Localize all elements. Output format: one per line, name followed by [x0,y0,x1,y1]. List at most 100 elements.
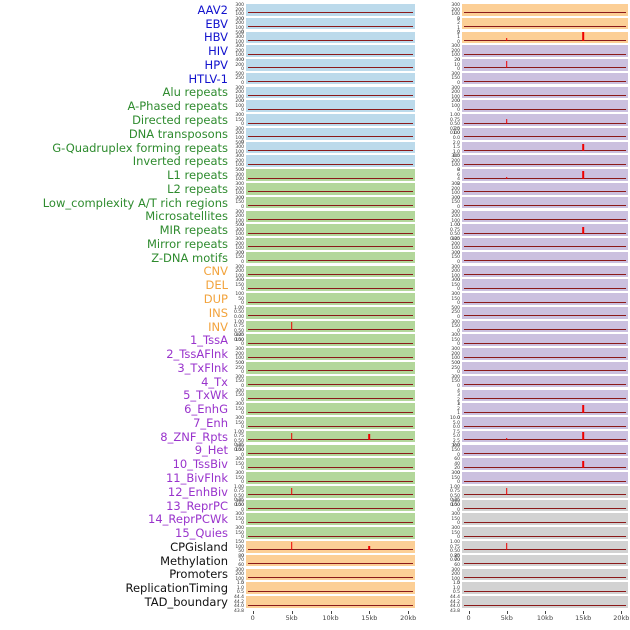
row-label-hiv: HIV [208,44,228,59]
y-axis-tick-label: 2.0 [452,126,460,132]
y-axis-tick-label: 200 [451,99,460,105]
track-right-alu-repeats: 300 200 100 0 [451,86,628,104]
y-axis-tick-label: 2.0 [452,140,460,146]
y-axis-tick-label: 100 [451,12,460,17]
signal-baseline [247,274,414,276]
y-axis-tick-label: 10.0 [449,416,460,422]
signal-peak-spike [582,170,584,179]
track-right-promoters: 300 200 100 0 [451,568,628,586]
signal-baseline [247,425,414,427]
y-axis-tick-label: 1.5 [452,581,460,587]
track-left-inv: 1.00 0.75 0.50 0.25 0.00 [234,320,415,342]
y-axis-tick-labels: 300 150 0 [235,279,244,292]
y-axis-tick-label: 300 [235,443,244,449]
y-axis-tick-label: 300 [235,567,244,573]
y-axis-tick-label: 100 [235,25,244,31]
y-axis-tick-label: 0.00 [449,502,460,508]
track-right-replicationtiming: 1.5 1.0 0.5 [453,582,628,595]
y-axis-tick-label: 3 [457,16,460,22]
row-label-l2-repeats: L2 repeats [167,181,228,196]
y-axis-tick-label: 100 [235,53,244,59]
signal-baseline [463,494,627,496]
y-axis-tick-labels: 500 300 100 [235,169,244,182]
row-label-6-enhg: 6_EnhG [184,402,228,417]
y-axis-tick-label: 500 [235,71,244,77]
y-axis-tick-label: 70 [454,558,460,564]
signal-baseline [463,466,627,468]
y-axis-tick-labels: 300 200 100 0 [235,3,244,21]
y-axis-tick-label: 0 [457,30,460,36]
y-axis-tick-label: 0.25 [449,236,460,242]
x-axis-tick-right [468,610,470,614]
signal-baseline [463,108,627,110]
signal-peak-spike [290,487,293,496]
y-axis-tick-label: 100 [451,356,460,362]
y-axis-tick-label: 200 [235,572,244,578]
signal-baseline [247,466,414,468]
row-label-8-znf-rpts: 8_ZNF_Rpts [160,429,228,444]
signal-baseline [247,563,414,565]
y-axis-tick-label: 200 [235,131,244,137]
y-axis-tick-label: 200 [451,48,460,54]
y-axis-tick-label: 300 [451,512,460,518]
y-axis-tick-label: 0.50 [233,328,244,334]
y-axis-tick-label: 300 [235,237,244,243]
y-axis-tick-label: 150 [235,530,244,536]
track-right-15-quies: 300 150 0 [451,527,628,540]
y-axis-tick-label: 300 [451,44,460,50]
signal-baseline [463,370,627,372]
y-axis-tick-label: 0 [457,328,460,334]
y-axis-tick-label: 200 [235,62,244,68]
row-label-hpv: HPV [204,57,228,72]
signal-baseline [247,260,414,262]
y-axis-tick-labels: 300 200 100 0 [235,86,244,104]
track-left-10-tssbiv: 300 150 0 [235,458,415,471]
y-axis-tick-labels: 1.00 0.75 0.50 0.25 0.00 [234,485,244,507]
y-axis-tick-label: 0 [241,140,244,146]
signal-baseline [463,246,627,248]
track-left-hpv: 400 200 0 [235,59,415,72]
row-label-3-txflnk: 3_TxFlnk [177,360,228,375]
y-axis-tick-label: 10 [454,62,460,68]
signal-peak-spike [506,543,508,551]
signal-peak-spike [368,434,371,441]
track-right-9-het: 300 150 0 [451,444,628,457]
y-axis-tick-label: 100 [235,39,244,45]
y-axis-tick-label: 0.50 [233,438,244,444]
y-axis-tick-label: 0 [241,425,244,431]
signal-baseline [463,549,627,551]
y-axis-tick-label: 150 [451,76,460,82]
y-axis-tick-labels: 500 250 0 [451,361,460,374]
y-axis-tick-label: 250 [235,76,244,82]
y-axis-tick-label: 0 [457,301,460,307]
y-axis-tick-label: 0 [457,480,460,486]
signal-baseline [247,39,414,41]
y-axis-tick-label: 0 [241,80,244,86]
row-label-cpgisland: CPGisland [170,539,228,554]
x-axis-tick-left [369,610,371,614]
y-axis-tick-label: 300 [235,264,244,270]
signal-peak-spike [368,545,371,551]
y-axis-tick-label: 0.50 [449,122,460,128]
y-axis-tick-label: 300 [451,85,460,91]
y-axis-tick-label: 300 [451,250,460,256]
y-axis-tick-labels: 300 200 100 0 [235,567,244,586]
y-axis-tick-label: 150 [451,255,460,261]
y-axis-tick-labels: 300 150 0 [235,375,244,388]
y-axis-tick-label: 150 [451,379,460,385]
y-axis-tick-label: 0 [457,383,460,389]
track-right-l2-repeats: 300 200 100 0 [451,182,628,200]
y-axis-tick-labels: 300 150 0 [235,513,244,526]
y-axis-tick-label: 0 [241,411,244,417]
y-axis-tick-label: 200 [451,572,460,578]
track-right-hpv: 20 10 0 [454,59,628,72]
y-axis-tick-labels: 300 200 100 0 [235,17,244,35]
y-axis-tick-label: 0.5 [236,590,244,596]
y-axis-tick-label: 0.75 [449,227,460,233]
signal-peak-spike [506,38,508,41]
signal-peak-spike [582,432,584,441]
y-axis-tick-label: 0 [457,259,460,265]
y-axis-tick-label: 300 [451,567,460,573]
y-axis-tick-label: 2.5 [452,438,460,444]
